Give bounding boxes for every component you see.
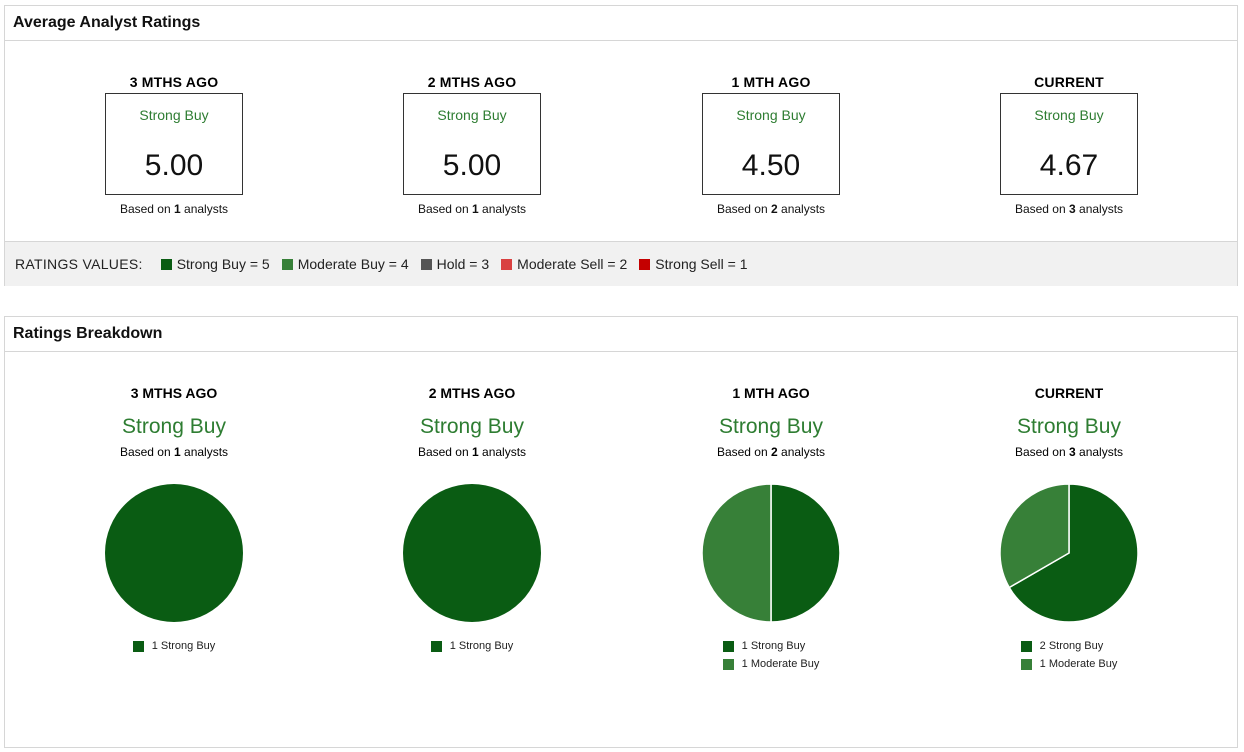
brk-based-on: Based on 1 analysts bbox=[417, 445, 527, 459]
avg-rating-label: Strong Buy bbox=[139, 107, 209, 123]
pie-chart bbox=[999, 483, 1139, 623]
ratings-breakdown-title: Ratings Breakdown bbox=[5, 317, 1237, 352]
pie-slice-strong-buy bbox=[105, 484, 243, 622]
brk-col-current: CURRENT Strong Buy Based on 3 analysts 2… bbox=[979, 385, 1159, 675]
brk-rating-label: Strong Buy bbox=[420, 415, 524, 438]
pie-legend: 2 Strong Buy 1 Moderate Buy bbox=[1020, 637, 1118, 673]
brk-col-3-mths: 3 MTHS AGO Strong Buy Based on 1 analyst… bbox=[84, 385, 264, 657]
brk-period-label: 1 MTH AGO bbox=[732, 385, 810, 401]
brk-based-on: Based on 1 analysts bbox=[119, 445, 229, 459]
brk-col-1-mth: 1 MTH AGO Strong Buy Based on 2 analysts… bbox=[681, 385, 861, 675]
avg-based-on: Based on 1 analysts bbox=[119, 202, 229, 216]
legend-swatch bbox=[501, 258, 513, 270]
pie-legend-item: 1 Strong Buy bbox=[430, 637, 513, 655]
pie-slice-strong-buy bbox=[770, 483, 841, 623]
brk-period-label: 2 MTHS AGO bbox=[428, 385, 516, 401]
pie-legend-item: 1 Moderate Buy bbox=[722, 655, 819, 673]
avg-rating-value: 5.00 bbox=[144, 149, 204, 182]
legend-swatch bbox=[160, 258, 172, 270]
brk-based-on: Based on 3 analysts bbox=[1014, 445, 1124, 459]
pie-legend-item: 1 Strong Buy bbox=[132, 637, 215, 655]
ratings-breakdown-panel: Ratings Breakdown 3 MTHS AGO Strong Buy … bbox=[4, 316, 1238, 748]
legend-strong-buy: Strong Buy = 5 bbox=[160, 256, 270, 272]
pie-legend-item: 1 Strong Buy bbox=[722, 637, 820, 655]
avg-based-on: Based on 1 analysts bbox=[417, 202, 527, 216]
brk-col-2-mths: 2 MTHS AGO Strong Buy Based on 1 analyst… bbox=[382, 385, 562, 657]
pie-legend: 1 Strong Buy bbox=[132, 637, 215, 655]
avg-based-on: Based on 3 analysts bbox=[1014, 202, 1124, 216]
avg-rating-box: Strong Buy 4.67 bbox=[1000, 93, 1138, 195]
avg-period-label: 3 MTHS AGO bbox=[129, 74, 219, 90]
pie-slice-moderate-buy bbox=[701, 483, 772, 623]
pie-legend: 1 Strong Buy 1 Moderate Buy bbox=[722, 637, 820, 673]
legend-moderate-buy: Moderate Buy = 4 bbox=[281, 256, 409, 272]
brk-period-label: 3 MTHS AGO bbox=[130, 385, 218, 401]
brk-rating-label: Strong Buy bbox=[719, 415, 823, 438]
pie-chart bbox=[402, 483, 542, 623]
pie-slice-strong-buy bbox=[403, 484, 541, 622]
avg-rating-box: Strong Buy 4.50 bbox=[702, 93, 840, 195]
avg-period-label: 1 MTH AGO bbox=[731, 74, 811, 90]
avg-col-1-mth: 1 MTH AGO Strong Buy 4.50 Based on 2 ana… bbox=[681, 74, 861, 216]
legend-swatch bbox=[420, 258, 432, 270]
avg-rating-label: Strong Buy bbox=[1034, 107, 1104, 123]
pie-legend: 1 Strong Buy bbox=[430, 637, 513, 655]
average-ratings-title: Average Analyst Ratings bbox=[5, 6, 1237, 41]
legend-strong-sell: Strong Sell = 1 bbox=[639, 256, 748, 272]
avg-period-label: 2 MTHS AGO bbox=[427, 74, 517, 90]
legend-moderate-sell: Moderate Sell = 2 bbox=[501, 256, 627, 272]
pie-slice-strong-buy bbox=[1008, 483, 1139, 623]
avg-period-label: CURRENT bbox=[1034, 74, 1104, 90]
ratings-values-title: RATINGS VALUES: bbox=[15, 256, 143, 272]
brk-rating-label: Strong Buy bbox=[122, 415, 226, 438]
avg-rating-box: Strong Buy 5.00 bbox=[403, 93, 541, 195]
ratings-values-legend: RATINGS VALUES: Strong Buy = 5 Moderate … bbox=[5, 241, 1237, 286]
avg-rating-label: Strong Buy bbox=[437, 107, 507, 123]
legend-swatch bbox=[281, 258, 293, 270]
brk-based-on: Based on 2 analysts bbox=[716, 445, 826, 459]
avg-based-on: Based on 2 analysts bbox=[716, 202, 826, 216]
avg-rating-box: Strong Buy 5.00 bbox=[105, 93, 243, 195]
legend-swatch bbox=[639, 258, 651, 270]
avg-rating-value: 4.67 bbox=[1039, 149, 1099, 182]
pie-legend-item: 2 Strong Buy bbox=[1020, 637, 1118, 655]
avg-col-current: CURRENT Strong Buy 4.67 Based on 3 analy… bbox=[979, 74, 1159, 216]
avg-col-3-mths: 3 MTHS AGO Strong Buy 5.00 Based on 1 an… bbox=[84, 74, 264, 216]
pie-legend-item: 1 Moderate Buy bbox=[1020, 655, 1117, 673]
avg-col-2-mths: 2 MTHS AGO Strong Buy 5.00 Based on 1 an… bbox=[382, 74, 562, 216]
brk-period-label: CURRENT bbox=[1034, 385, 1104, 401]
avg-rating-label: Strong Buy bbox=[736, 107, 806, 123]
average-ratings-panel: Average Analyst Ratings 3 MTHS AGO Stron… bbox=[4, 5, 1238, 286]
avg-rating-value: 5.00 bbox=[442, 149, 502, 182]
pie-chart bbox=[104, 483, 244, 623]
avg-rating-value: 4.50 bbox=[741, 149, 801, 182]
pie-chart bbox=[701, 483, 841, 623]
legend-hold: Hold = 3 bbox=[420, 256, 489, 272]
brk-rating-label: Strong Buy bbox=[1017, 415, 1121, 438]
pie-slice-moderate-buy bbox=[999, 483, 1070, 589]
